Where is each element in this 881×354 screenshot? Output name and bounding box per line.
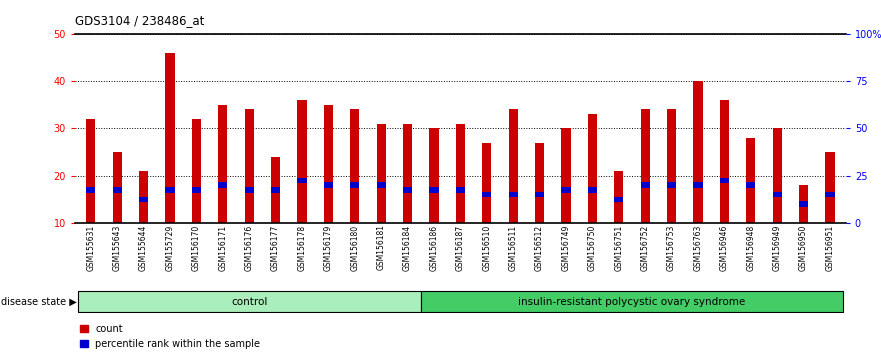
Bar <box>561 187 571 193</box>
Bar <box>245 109 254 223</box>
Bar <box>218 182 227 188</box>
Bar <box>561 128 571 223</box>
Bar <box>588 114 597 223</box>
Bar <box>113 187 122 193</box>
Bar <box>376 124 386 223</box>
Bar <box>667 109 676 223</box>
Bar <box>720 178 729 183</box>
Legend: count, percentile rank within the sample: count, percentile rank within the sample <box>80 324 260 349</box>
Bar <box>535 143 544 223</box>
Bar <box>429 187 439 193</box>
Bar <box>270 187 280 193</box>
Bar <box>773 128 781 223</box>
Text: control: control <box>231 297 267 307</box>
Bar <box>799 185 808 223</box>
Bar <box>350 109 359 223</box>
Bar <box>614 171 624 223</box>
Bar <box>297 178 307 183</box>
Bar <box>166 187 174 193</box>
Bar <box>139 196 148 202</box>
Bar <box>825 152 834 223</box>
Bar <box>746 182 755 188</box>
Text: insulin-resistant polycystic ovary syndrome: insulin-resistant polycystic ovary syndr… <box>518 297 745 307</box>
Bar <box>614 196 624 202</box>
Bar <box>270 157 280 223</box>
Bar <box>693 182 702 188</box>
Bar <box>139 171 148 223</box>
Bar <box>746 138 755 223</box>
Text: disease state ▶: disease state ▶ <box>1 297 77 307</box>
Bar <box>429 128 439 223</box>
Bar <box>166 52 174 223</box>
Bar <box>245 187 254 193</box>
Bar <box>403 124 412 223</box>
FancyBboxPatch shape <box>421 291 843 312</box>
Bar <box>113 152 122 223</box>
Bar <box>588 187 597 193</box>
Bar <box>667 182 676 188</box>
Bar <box>720 100 729 223</box>
Bar <box>508 109 518 223</box>
Bar <box>482 192 492 198</box>
Bar <box>403 187 412 193</box>
Bar <box>693 81 702 223</box>
Text: GDS3104 / 238486_at: GDS3104 / 238486_at <box>75 14 204 27</box>
Bar <box>640 182 650 188</box>
Bar <box>86 187 95 193</box>
Bar <box>86 119 95 223</box>
FancyBboxPatch shape <box>78 291 421 312</box>
Bar <box>799 201 808 207</box>
Bar <box>455 124 465 223</box>
Bar <box>508 192 518 198</box>
Bar <box>218 105 227 223</box>
Bar <box>192 119 201 223</box>
Bar <box>192 187 201 193</box>
Bar <box>825 192 834 198</box>
Bar <box>640 109 650 223</box>
Bar <box>535 192 544 198</box>
Bar <box>376 182 386 188</box>
Bar <box>350 182 359 188</box>
Bar <box>482 143 492 223</box>
Bar <box>323 105 333 223</box>
Bar <box>773 192 781 198</box>
Bar <box>455 187 465 193</box>
Bar <box>323 182 333 188</box>
Bar <box>297 100 307 223</box>
